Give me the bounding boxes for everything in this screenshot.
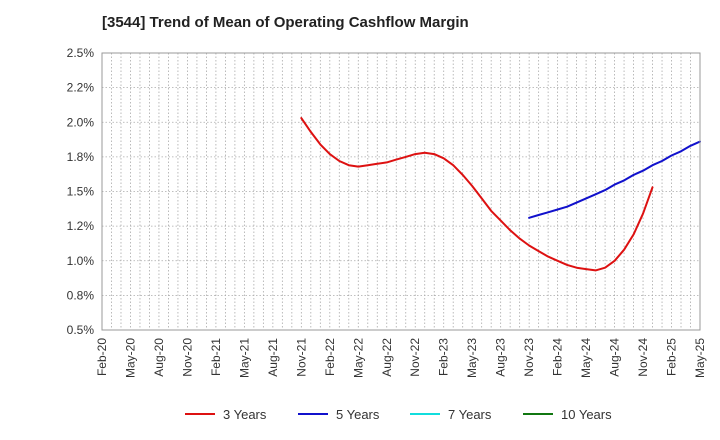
x-tick-label: May-20 [123,338,137,378]
x-tick-label: Nov-22 [408,338,422,377]
chart-title: [3544] Trend of Mean of Operating Cashfl… [102,14,469,31]
x-tick-label: May-21 [237,338,251,378]
legend-label: 3 Years [223,407,267,422]
series-lines [300,117,701,272]
y-tick-label: 0.5% [67,323,95,337]
legend-label: 10 Years [561,407,612,422]
y-tick-label: 1.8% [67,150,95,164]
y-tick-label: 0.8% [67,288,95,302]
legend-label: 7 Years [448,407,492,422]
x-tick-label: May-23 [465,338,479,378]
x-tick-label: Feb-20 [95,338,109,376]
x-tick-label: Feb-24 [551,338,565,376]
y-tick-label: 1.0% [67,254,95,268]
x-tick-label: May-22 [351,338,365,378]
x-tick-label: Nov-24 [636,338,650,377]
grid-lines [102,53,700,330]
legend: 3 Years 5 Years 7 Years 10 Years [185,407,612,422]
series-line-3-years [300,117,654,272]
x-tick-label: Aug-20 [152,338,166,377]
x-tick-label: Feb-22 [323,338,337,376]
x-tick-label: Nov-20 [180,338,194,377]
x-tick-label: May-24 [579,338,593,378]
y-tick-label: 2.0% [67,115,95,129]
x-tick-label: Aug-23 [494,338,508,377]
x-tick-label: Nov-21 [294,338,308,377]
x-tick-label: Aug-24 [608,338,622,377]
y-tick-label: 2.5% [67,46,95,60]
y-axis-ticks: 0.5% 0.8% 1.0% 1.2% 1.5% 1.8% 2.0% 2.2% 2.5% [67,46,95,337]
series-line-5-years [528,140,701,219]
x-axis-ticks: Feb-20 May-20 Aug-20 Nov-20 Feb-21 May-21 Aug-… [95,338,707,378]
legend-label: 5 Years [336,407,380,422]
x-tick-label: Nov-23 [522,338,536,377]
x-tick-label: Aug-21 [266,338,280,377]
x-tick-label: Aug-22 [380,338,394,377]
y-tick-label: 1.2% [67,219,95,233]
x-tick-label: Feb-25 [665,338,679,376]
y-tick-label: 1.5% [67,185,95,199]
x-tick-label: Feb-21 [209,338,223,376]
plot-frame [101,52,701,331]
y-tick-label: 2.2% [67,81,95,95]
x-tick-label: May-25 [693,338,707,378]
x-tick-label: Feb-23 [437,338,451,376]
